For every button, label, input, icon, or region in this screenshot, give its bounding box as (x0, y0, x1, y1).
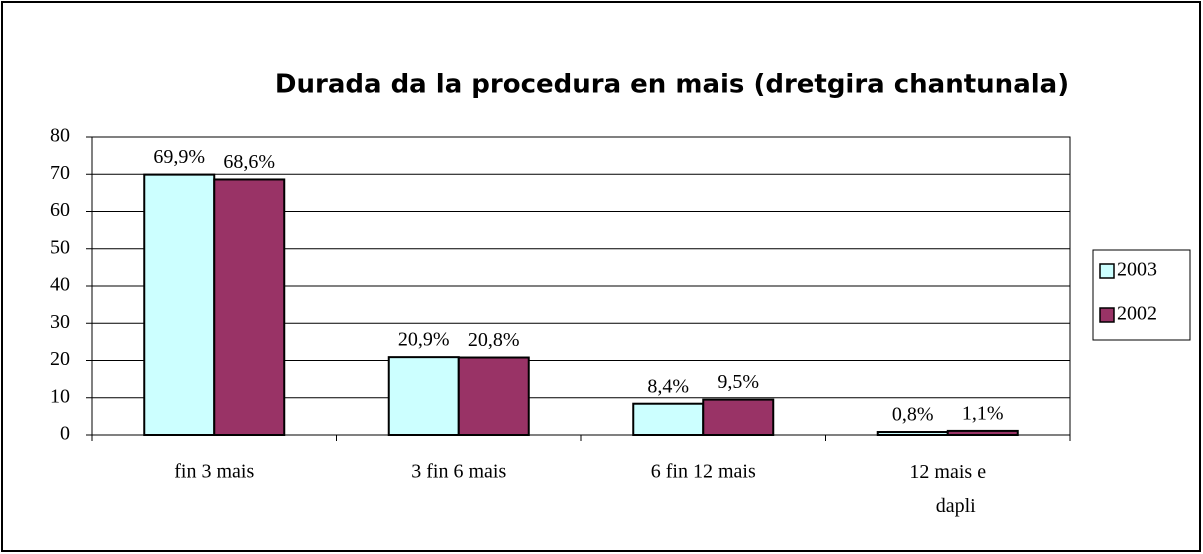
bar (213, 178, 286, 436)
bar (702, 398, 775, 436)
legend-swatch (1099, 307, 1115, 323)
y-tick-label: 10 (50, 385, 70, 407)
bar (143, 173, 216, 436)
legend-swatch (1099, 263, 1115, 279)
x-tick-label: 6 fin 12 mais (651, 461, 756, 483)
x-tick-label: 12 mais e dapli (909, 461, 986, 517)
x-tick-label-line: 12 mais e (909, 461, 986, 483)
y-tick-label: 60 (50, 199, 70, 221)
y-tick-label: 50 (50, 236, 70, 258)
value-label: 68,6% (223, 151, 275, 173)
bar (387, 356, 460, 436)
y-tick-label: 0 (60, 423, 70, 445)
y-tick-label: 40 (50, 274, 70, 296)
value-label: 69,9% (153, 146, 205, 168)
value-label: 0,8% (892, 404, 934, 426)
bar (946, 429, 1019, 436)
chart-title: Durada da la procedura en mais (dretgira… (275, 70, 1069, 100)
y-tick-label: 30 (50, 311, 70, 333)
bar (632, 402, 705, 436)
bar (457, 356, 530, 436)
value-label: 20,9% (398, 329, 450, 351)
value-label: 9,5% (717, 371, 759, 393)
legend-label: 2003 (1117, 259, 1157, 281)
y-tick-label: 20 (50, 348, 70, 370)
bar (876, 431, 949, 436)
value-label: 1,1% (962, 402, 1004, 424)
legend-label: 2002 (1117, 303, 1157, 325)
y-tick-label: 70 (50, 162, 70, 184)
value-label: 8,4% (647, 375, 689, 397)
x-tick-label: 3 fin 6 mais (411, 461, 506, 483)
value-label: 20,8% (468, 329, 520, 351)
y-tick-label: 80 (50, 125, 70, 147)
x-tick-label: fin 3 mais (174, 461, 254, 483)
x-tick-label-line: dapli (936, 495, 976, 517)
